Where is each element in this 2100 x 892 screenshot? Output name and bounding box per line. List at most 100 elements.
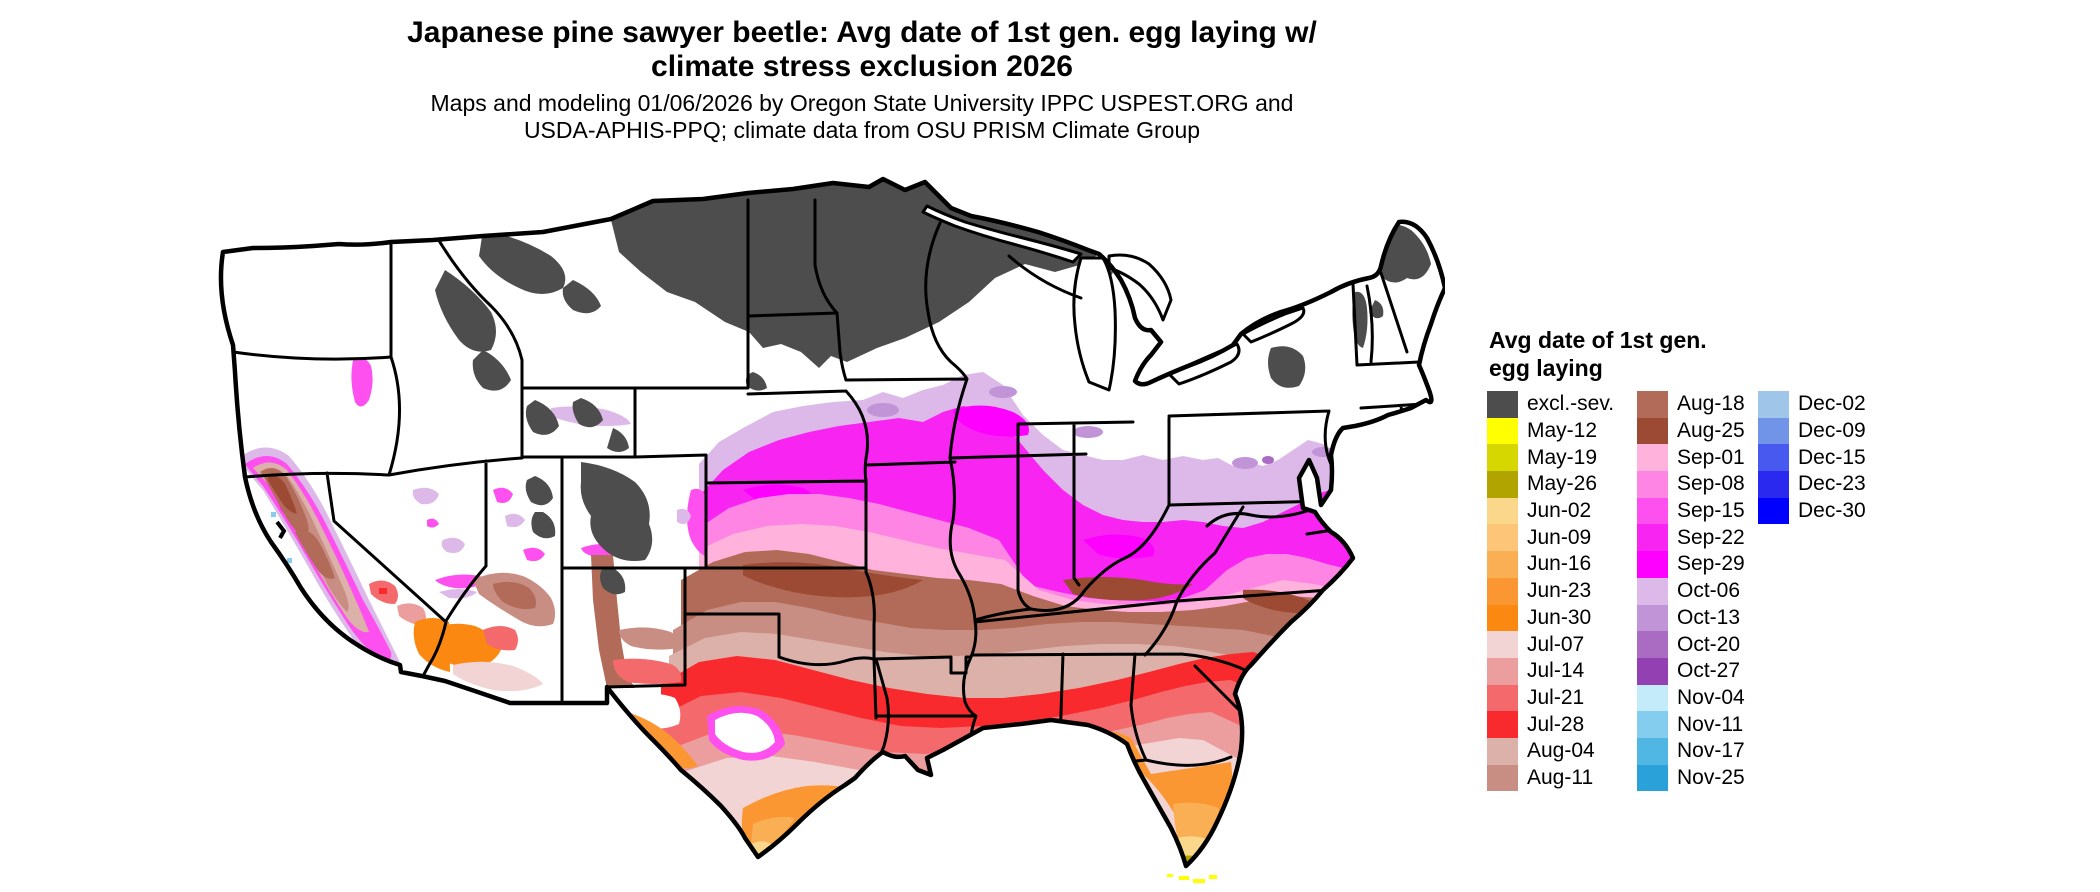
legend-item: Sep-22 xyxy=(1637,524,1745,552)
legend-item: May-26 xyxy=(1487,471,1614,498)
legend-column-3: Dec-02 Dec-09 Dec-15 Dec-23 Dec-30 xyxy=(1758,391,1866,525)
legend-swatch xyxy=(1637,524,1668,552)
legend-item: Aug-04 xyxy=(1487,737,1614,765)
lake-michigan xyxy=(1072,256,1117,392)
legend-item: Nov-11 xyxy=(1637,711,1745,738)
legend-item: Dec-23 xyxy=(1758,471,1866,498)
legend-label: excl.-sev. xyxy=(1527,392,1615,416)
legend-swatch xyxy=(1758,444,1789,472)
legend-label: Aug-25 xyxy=(1677,419,1745,443)
legend-swatch xyxy=(1487,657,1518,685)
legend-swatch xyxy=(1637,497,1668,525)
legend-swatch xyxy=(1637,604,1668,632)
great-lakes xyxy=(921,204,1306,392)
legend-swatch xyxy=(1487,524,1518,552)
legend-label: Aug-11 xyxy=(1527,765,1594,789)
legend-label: Jun-23 xyxy=(1527,579,1592,603)
legend-label: Dec-23 xyxy=(1798,472,1866,496)
conus-outline xyxy=(218,176,1445,869)
legend-item: Jun-23 xyxy=(1487,577,1614,605)
legend-item: Nov-04 xyxy=(1637,684,1745,712)
legend-label: Oct-06 xyxy=(1677,579,1741,603)
legend-item: Oct-13 xyxy=(1637,604,1745,632)
legend-swatch xyxy=(1487,764,1518,792)
legend-swatch xyxy=(1637,471,1668,498)
legend-label: Sep-22 xyxy=(1677,525,1745,549)
legend-item: Jul-21 xyxy=(1487,684,1614,712)
legend-swatch xyxy=(1758,497,1789,525)
legend-swatch xyxy=(1487,684,1518,712)
legend-item: Jun-16 xyxy=(1487,551,1614,578)
legend-item: Nov-25 xyxy=(1637,764,1745,792)
legend-item: Sep-01 xyxy=(1637,444,1745,472)
legend-label: Jun-09 xyxy=(1527,525,1592,549)
legend-label: Nov-17 xyxy=(1677,739,1745,763)
legend-label: Dec-09 xyxy=(1798,419,1866,443)
map-title: Japanese pine sawyer beetle: Avg date of… xyxy=(0,16,1724,84)
legend-item: Oct-20 xyxy=(1637,631,1745,658)
us-map-svg xyxy=(218,176,1445,883)
map-subtitle: Maps and modeling 01/06/2026 by Oregon S… xyxy=(0,90,1724,144)
legend-label: Oct-20 xyxy=(1677,632,1741,656)
legend-item: excl.-sev. xyxy=(1487,391,1614,418)
legend-item: Jun-02 xyxy=(1487,497,1614,525)
legend-item: Aug-18 xyxy=(1637,391,1745,418)
legend-swatch xyxy=(1758,391,1789,418)
legend-swatch xyxy=(1637,391,1668,418)
legend-swatch xyxy=(1487,551,1518,578)
lake-ontario xyxy=(1241,306,1306,344)
legend-swatch xyxy=(1637,631,1668,658)
legend-swatch xyxy=(1487,444,1518,472)
legend-item: Sep-15 xyxy=(1637,497,1745,525)
legend-swatch xyxy=(1637,657,1668,685)
legend-swatch xyxy=(1487,417,1518,445)
legend-title: Avg date of 1st gen. egg laying xyxy=(1489,327,1707,381)
legend-label: Aug-18 xyxy=(1677,392,1745,416)
lake-huron xyxy=(1107,253,1173,322)
legend-item: Sep-08 xyxy=(1637,471,1745,498)
legend-item: Nov-17 xyxy=(1637,737,1745,765)
legend-label: Oct-27 xyxy=(1677,659,1741,683)
legend-swatch xyxy=(1637,737,1668,765)
legend-item: Dec-15 xyxy=(1758,444,1866,472)
legend-label: Oct-13 xyxy=(1677,605,1741,629)
legend-swatch xyxy=(1758,471,1789,498)
legend-item: Dec-09 xyxy=(1758,417,1866,445)
legend-swatch xyxy=(1637,684,1668,712)
legend-label: Dec-02 xyxy=(1798,392,1866,416)
legend-column-1: excl.-sev. May-12 May-19 May-26 Jun-02 Jun-09… xyxy=(1487,391,1614,792)
legend-label: Aug-04 xyxy=(1527,739,1595,763)
florida-keys xyxy=(1167,874,1217,883)
legend-item: Dec-02 xyxy=(1758,391,1866,418)
legend-label: May-19 xyxy=(1527,445,1598,469)
legend-label: May-26 xyxy=(1527,472,1598,496)
legend-swatch xyxy=(1637,417,1668,445)
legend-label: Dec-15 xyxy=(1798,445,1866,469)
legend-label: May-12 xyxy=(1527,419,1598,443)
legend-label: Jul-14 xyxy=(1527,659,1585,683)
legend-item: Dec-30 xyxy=(1758,497,1866,525)
legend-label: Nov-11 xyxy=(1677,712,1744,736)
us-map xyxy=(183,160,1445,890)
legend-swatch xyxy=(1637,764,1668,792)
legend-swatch xyxy=(1758,417,1789,445)
legend-swatch xyxy=(1487,631,1518,658)
legend-item: Aug-11 xyxy=(1487,764,1614,792)
legend-swatch xyxy=(1487,391,1518,418)
title-line-1: Japanese pine sawyer beetle: Avg date of… xyxy=(407,16,1317,49)
legend-label: Sep-29 xyxy=(1677,552,1745,576)
legend-item: Oct-27 xyxy=(1637,657,1745,685)
legend-swatch xyxy=(1487,737,1518,765)
lake-superior xyxy=(921,204,1083,264)
legend-item: Jul-07 xyxy=(1487,631,1614,658)
legend-swatch xyxy=(1487,471,1518,498)
legend-label: Jun-16 xyxy=(1527,552,1592,576)
legend-swatch xyxy=(1637,444,1668,472)
legend-swatch xyxy=(1637,577,1668,605)
legend-swatch xyxy=(1637,711,1668,738)
legend-item: Sep-29 xyxy=(1637,551,1745,578)
state-borders xyxy=(231,198,1425,780)
sf-bay xyxy=(275,520,287,539)
legend-swatch xyxy=(1487,497,1518,525)
